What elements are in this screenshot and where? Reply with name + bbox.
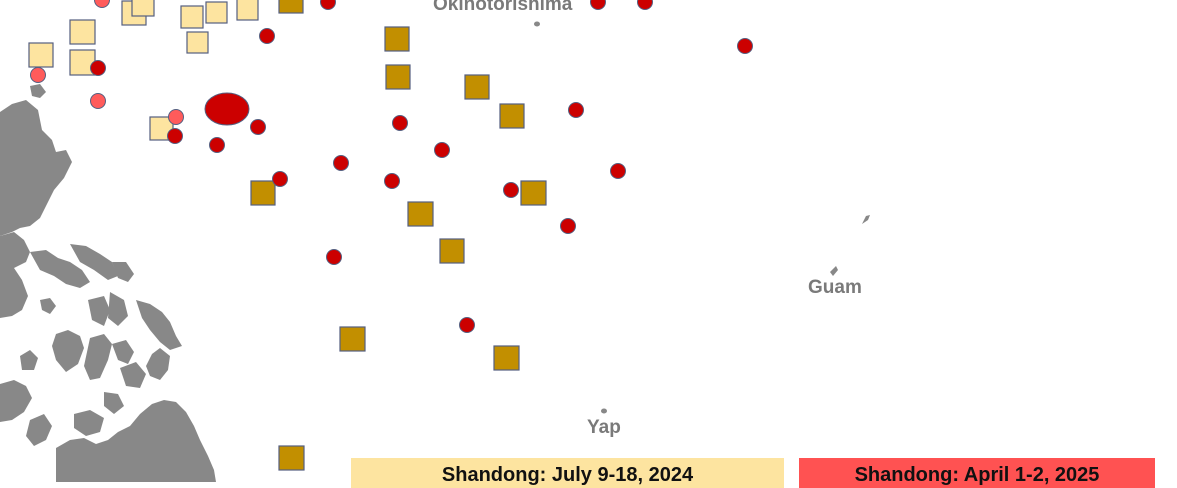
carrier-ellipse-marker	[204, 92, 250, 126]
red-marker	[610, 163, 626, 179]
july-2024-markers	[28, 0, 259, 141]
gold-marker	[493, 345, 520, 371]
red-marker	[568, 102, 584, 118]
red-marker	[326, 249, 342, 265]
small-islands	[534, 21, 870, 414]
red-marker	[560, 218, 576, 234]
gold-marker	[278, 445, 305, 471]
red-marker	[272, 171, 288, 187]
red-marker	[333, 155, 349, 171]
red-marker	[250, 119, 266, 135]
july-marker	[131, 0, 155, 17]
gold-marker	[520, 180, 547, 206]
gold-marker	[385, 64, 411, 90]
red-marker	[209, 137, 225, 153]
gold-marker	[407, 201, 434, 227]
guam-island	[830, 266, 838, 276]
july-marker	[186, 31, 209, 54]
red-marker	[459, 317, 475, 333]
legend-april-2025: Shandong: April 1-2, 2025	[799, 458, 1155, 488]
red-marker	[637, 0, 653, 10]
red-marker	[434, 142, 450, 158]
gold-marker	[278, 0, 304, 14]
place-label-yap: Yap	[587, 417, 621, 438]
red-marker	[90, 60, 106, 76]
place-label-guam: Guam	[808, 277, 862, 298]
yap-island	[601, 408, 607, 414]
red-marker	[590, 0, 606, 10]
light-red-marker	[168, 109, 184, 125]
place-label-okinotorishima: Okinotorishima	[433, 0, 573, 15]
gold-marker	[499, 103, 525, 129]
gold-marker	[384, 26, 410, 52]
gold-marker	[439, 238, 465, 264]
july-marker	[236, 0, 259, 21]
july-marker	[28, 42, 54, 68]
gold-markers	[250, 0, 547, 471]
red-marker	[503, 182, 519, 198]
red-marker	[259, 28, 275, 44]
july-marker	[205, 1, 228, 24]
gold-marker	[339, 326, 366, 352]
red-marker	[167, 128, 183, 144]
light-red-marker	[30, 67, 46, 83]
red-marker	[737, 38, 753, 54]
red-marker	[384, 173, 400, 189]
philippines-landmass	[0, 84, 216, 482]
gold-marker	[250, 180, 276, 206]
july-marker	[180, 5, 204, 29]
guam-north-island	[862, 215, 870, 224]
okinotorishima-island	[534, 21, 540, 27]
legend-july-2024: Shandong: July 9-18, 2024	[351, 458, 784, 488]
july-marker	[69, 19, 96, 45]
gold-marker	[464, 74, 490, 100]
red-markers	[90, 0, 753, 333]
red-marker	[320, 0, 336, 10]
light-red-marker	[94, 0, 110, 8]
red-marker	[392, 115, 408, 131]
light-red-markers	[30, 0, 184, 125]
light-red-marker	[90, 93, 106, 109]
